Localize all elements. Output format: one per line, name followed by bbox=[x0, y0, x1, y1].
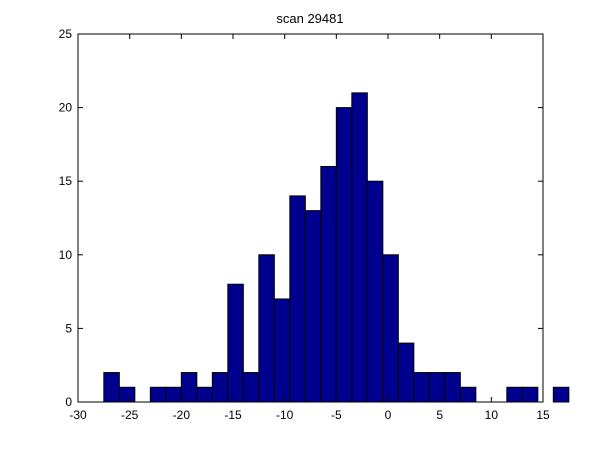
x-tick-label: 5 bbox=[436, 408, 443, 422]
histogram-bar bbox=[227, 283, 244, 403]
histogram-bar bbox=[211, 372, 229, 403]
histogram-bar bbox=[382, 254, 399, 403]
histogram-bars bbox=[103, 92, 570, 403]
histogram-bar bbox=[320, 165, 337, 403]
histogram-bar bbox=[103, 372, 120, 403]
histogram-bar bbox=[366, 180, 384, 403]
histogram-bar bbox=[459, 386, 477, 403]
x-tick-label: -15 bbox=[224, 408, 242, 422]
y-tick-label: 10 bbox=[59, 248, 73, 262]
plot-frame bbox=[77, 33, 544, 403]
x-tick-label: 15 bbox=[536, 408, 550, 422]
x-tick-label: -5 bbox=[331, 408, 342, 422]
histogram-bar bbox=[289, 195, 306, 403]
x-tick-labels: -30 -25 -20 -15 -10 -5 0 5 10 15 bbox=[69, 408, 550, 422]
y-tick-label: 15 bbox=[59, 174, 73, 188]
histogram-bar bbox=[180, 372, 198, 403]
histogram-bar bbox=[335, 107, 353, 403]
y-tick-label: 20 bbox=[59, 101, 73, 115]
histogram-bar bbox=[304, 210, 322, 403]
x-tick-label: 0 bbox=[385, 408, 392, 422]
histogram-bar bbox=[521, 386, 539, 403]
y-tick-label: 25 bbox=[59, 27, 73, 41]
histogram-bar bbox=[149, 386, 167, 403]
histogram-bar bbox=[242, 372, 260, 403]
x-tick-label: 10 bbox=[485, 408, 499, 422]
y-tick-label: 5 bbox=[65, 321, 72, 335]
y-tick-label: 0 bbox=[65, 395, 72, 409]
histogram-bar bbox=[552, 386, 570, 403]
x-tick-label: -30 bbox=[69, 408, 87, 422]
histogram-bar bbox=[428, 372, 446, 403]
histogram-bar bbox=[258, 254, 275, 403]
histogram-bar bbox=[118, 386, 136, 403]
x-tick-label: -25 bbox=[121, 408, 139, 422]
y-tick-labels: 0 5 10 15 20 25 bbox=[59, 27, 73, 409]
histogram-bar bbox=[273, 298, 291, 403]
histogram-bar bbox=[351, 92, 368, 403]
histogram-bar bbox=[444, 372, 461, 403]
histogram-bar bbox=[196, 386, 213, 403]
histogram-bar bbox=[506, 386, 523, 403]
x-tick-label: -20 bbox=[173, 408, 191, 422]
histogram-bar bbox=[413, 372, 430, 403]
histogram-bar bbox=[397, 342, 415, 403]
chart-title: scan 29481 bbox=[276, 11, 343, 26]
histogram-bar bbox=[165, 386, 182, 403]
x-tick-label: -10 bbox=[276, 408, 294, 422]
